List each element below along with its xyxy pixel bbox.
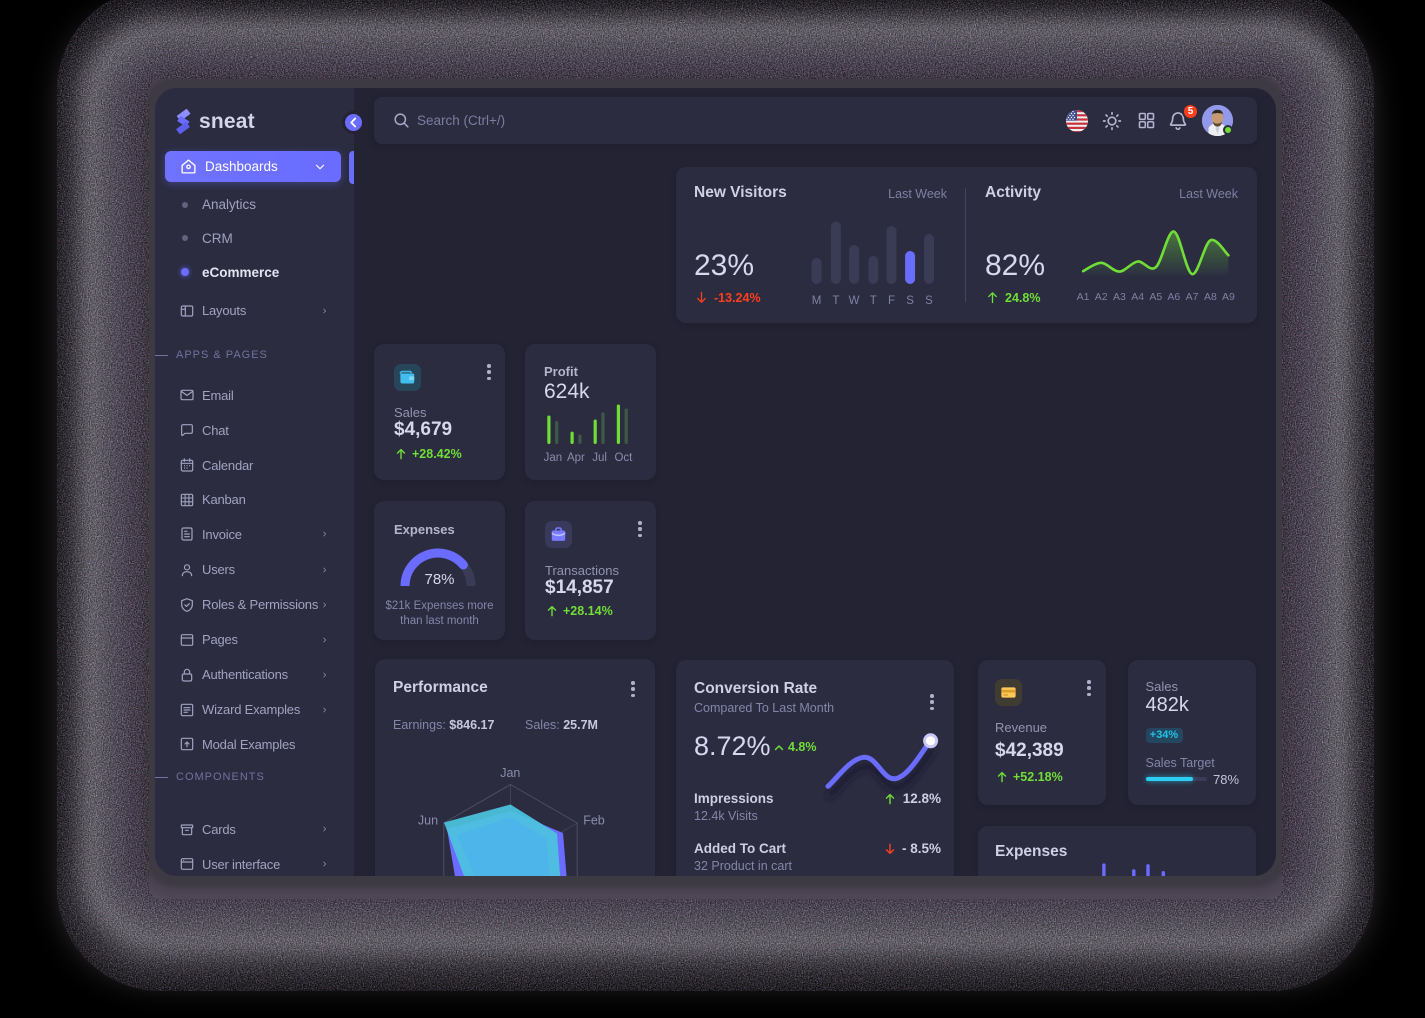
svg-text:F: F (888, 295, 895, 304)
svg-text:T: T (870, 295, 877, 304)
svg-text:Feb: Feb (583, 814, 605, 828)
svg-text:A3: A3 (1113, 291, 1126, 303)
svg-text:S: S (925, 295, 933, 304)
svg-text:Jan: Jan (544, 452, 563, 464)
svg-text:A2: A2 (1095, 291, 1108, 303)
svg-text:A7: A7 (1186, 291, 1199, 303)
svg-text:A4: A4 (1131, 291, 1144, 303)
svg-text:Jun: Jun (418, 814, 438, 828)
svg-text:A1: A1 (1077, 291, 1090, 303)
svg-text:A9: A9 (1222, 291, 1235, 303)
svg-text:A6: A6 (1167, 291, 1180, 303)
svg-text:Apr: Apr (567, 452, 585, 464)
svg-text:Oct: Oct (614, 452, 633, 464)
svg-text:T: T (832, 295, 839, 304)
svg-text:S: S (906, 295, 914, 304)
svg-text:Jan: Jan (500, 766, 520, 780)
svg-text:A8: A8 (1204, 291, 1217, 303)
svg-text:W: W (849, 295, 860, 304)
svg-text:A5: A5 (1149, 291, 1162, 303)
svg-text:M: M (812, 295, 822, 304)
svg-text:Jul: Jul (592, 452, 607, 464)
